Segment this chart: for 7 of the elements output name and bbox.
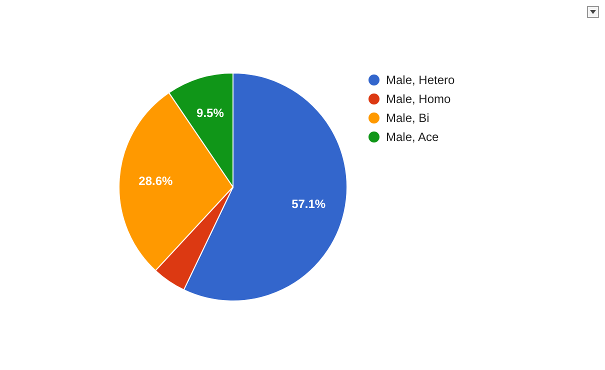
data-label: 57.1% [292,197,326,212]
legend-label: Male, Homo [386,92,451,106]
legend-label: Male, Hetero [386,72,455,86]
legend-label: Male, Bi [386,110,430,124]
data-label: 28.6% [138,174,174,188]
legend-label: Male, Ace [386,130,439,144]
data-label: 9.5% [196,106,224,120]
